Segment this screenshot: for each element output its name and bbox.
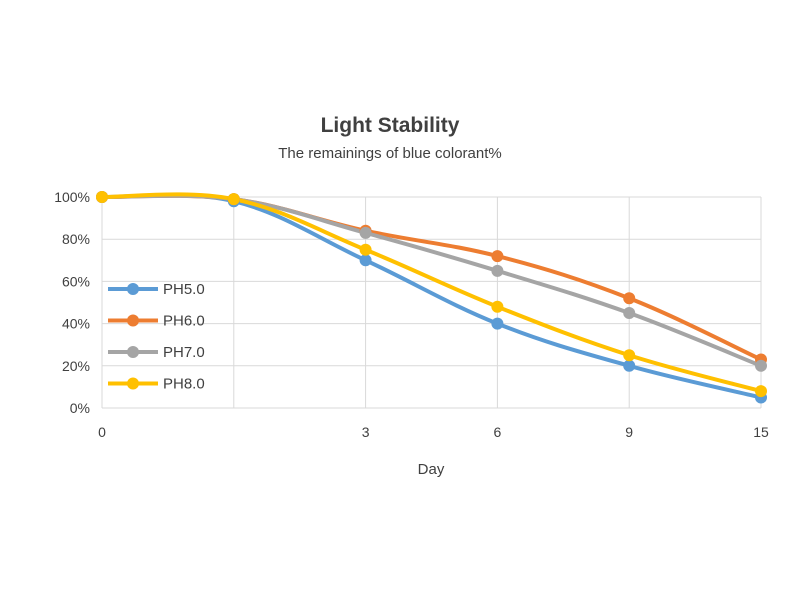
y-tick-label: 0% [70, 400, 90, 416]
x-tick-label: 6 [494, 424, 502, 440]
y-tick-label: 80% [62, 231, 90, 247]
data-point [755, 359, 767, 372]
data-point [755, 385, 767, 398]
data-point [623, 349, 636, 362]
legend-marker [127, 377, 139, 390]
x-tick-label: 0 [98, 424, 106, 440]
data-point [491, 250, 504, 263]
y-tick-label: 100% [54, 189, 90, 205]
data-point [491, 317, 504, 330]
data-point [359, 243, 372, 256]
data-point [623, 292, 636, 305]
data-point [359, 226, 372, 239]
x-axis-ticks: 0 3 6 9 15 [98, 424, 769, 440]
series-line-ph8-0 [100, 192, 763, 394]
legend-label: PH6.0 [163, 313, 205, 330]
y-tick-label: 40% [62, 316, 90, 332]
chart-title: Light Stability [321, 114, 460, 137]
x-tick-label: 3 [362, 424, 370, 440]
legend: PH5.0 PH6.0 PH7.0 PH8.0 [108, 281, 205, 393]
legend-marker [127, 283, 139, 295]
x-tick-label: 15 [753, 424, 769, 440]
legend-marker [127, 314, 139, 327]
data-point [491, 264, 504, 277]
legend-label: PH7.0 [163, 344, 205, 361]
legend-label: PH8.0 [163, 376, 205, 393]
series-lines [100, 192, 763, 400]
legend-label: PH5.0 [163, 281, 205, 298]
y-tick-label: 20% [62, 358, 90, 374]
x-axis-label: Day [418, 461, 445, 478]
data-point [96, 191, 108, 203]
series-points [96, 191, 767, 404]
data-point [623, 359, 636, 372]
y-tick-label: 60% [62, 273, 90, 289]
legend-marker [127, 346, 139, 358]
x-tick-label: 9 [625, 424, 633, 440]
data-point [623, 307, 636, 320]
data-point [491, 300, 504, 313]
chart-subtitle: The remainings of blue colorant% [278, 145, 501, 162]
data-point [227, 193, 240, 206]
data-point [359, 254, 372, 267]
y-axis-ticks: 0% 20% 40% 60% 80% 100% [54, 189, 90, 416]
